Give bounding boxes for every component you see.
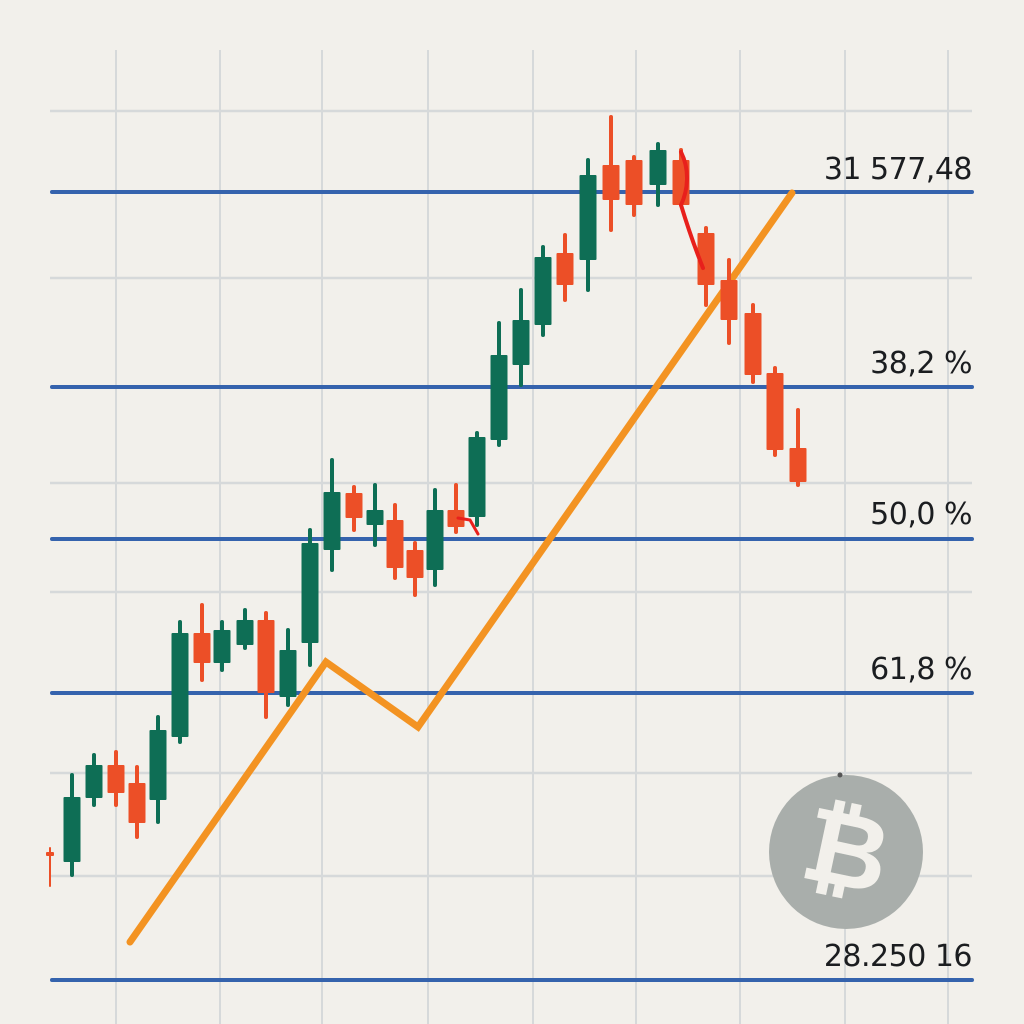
candle-body — [625, 160, 643, 205]
candle — [789, 408, 807, 487]
candle-body — [512, 320, 530, 365]
candle — [345, 485, 363, 532]
candle-body — [789, 448, 807, 482]
candle-body — [345, 493, 363, 518]
candle-body — [107, 765, 125, 793]
candle — [107, 750, 125, 807]
candle-body — [649, 150, 667, 185]
fib-38-2-label: 38,2 % — [870, 346, 972, 381]
candle-body — [257, 620, 275, 693]
candle-body — [301, 543, 319, 643]
candle-body — [63, 797, 81, 862]
candle-body — [579, 175, 597, 260]
candle — [720, 258, 738, 345]
candle — [490, 321, 508, 447]
candle-body — [279, 650, 297, 697]
candle — [447, 483, 465, 534]
candle-body — [366, 510, 384, 525]
candle — [257, 611, 275, 719]
fib-61-8-label: 61,8 % — [870, 652, 972, 687]
candle-body — [447, 510, 465, 527]
candle — [625, 155, 643, 217]
coin-dot — [837, 772, 843, 778]
fib-50-0-label: 50,0 % — [870, 497, 972, 532]
candle-body — [534, 257, 552, 325]
candle — [697, 226, 715, 307]
bitcoin-coin — [769, 775, 923, 929]
candle-body — [556, 253, 574, 285]
candle — [213, 620, 231, 672]
candle — [556, 233, 574, 302]
candle — [386, 503, 404, 580]
orange-trend-line — [126, 189, 796, 946]
candle-body — [149, 730, 167, 800]
candle — [128, 765, 146, 839]
candle-body — [323, 492, 341, 550]
candle — [406, 541, 424, 597]
candle-body — [128, 783, 146, 823]
candle-body — [386, 520, 404, 568]
candle-body — [426, 510, 444, 570]
candle — [149, 715, 167, 824]
trend-line — [126, 189, 796, 946]
candle-body — [46, 852, 54, 856]
fibonacci-levels — [50, 190, 974, 982]
candle — [85, 753, 103, 807]
candle-body — [213, 630, 231, 663]
candle — [236, 608, 254, 650]
candle — [468, 431, 486, 527]
bitcoin-icon: ₿ — [769, 772, 923, 929]
candle-body — [602, 165, 620, 200]
candle-body — [236, 620, 254, 645]
candle — [534, 245, 552, 337]
candle — [46, 847, 54, 887]
red-stroke-annotation — [456, 150, 705, 536]
candle — [512, 288, 530, 387]
candle — [323, 458, 341, 572]
red-hand-stroke — [678, 150, 705, 270]
candle-body — [468, 437, 486, 517]
low-price-label: 28.250 16 — [823, 939, 973, 974]
candle — [301, 528, 319, 667]
candle-body — [720, 280, 738, 320]
candle — [366, 483, 384, 547]
candle — [649, 142, 667, 207]
candle — [426, 488, 444, 587]
high-price-label: 31 577,48 — [823, 152, 973, 187]
candle — [63, 773, 81, 877]
candle-body — [171, 633, 189, 737]
candle — [602, 115, 620, 232]
candles — [46, 115, 807, 887]
candle — [579, 158, 597, 292]
candle-body — [697, 233, 715, 285]
candle-body — [85, 765, 103, 798]
candle — [171, 620, 189, 744]
candle-body — [744, 313, 762, 375]
candle-body — [193, 633, 211, 663]
candle — [744, 303, 762, 384]
candle-body — [406, 550, 424, 578]
candle-body — [490, 355, 508, 440]
candle — [193, 603, 211, 682]
candle — [279, 628, 297, 707]
red-hand-stroke-small — [456, 516, 480, 536]
candle — [766, 366, 784, 457]
candle-body — [766, 373, 784, 450]
